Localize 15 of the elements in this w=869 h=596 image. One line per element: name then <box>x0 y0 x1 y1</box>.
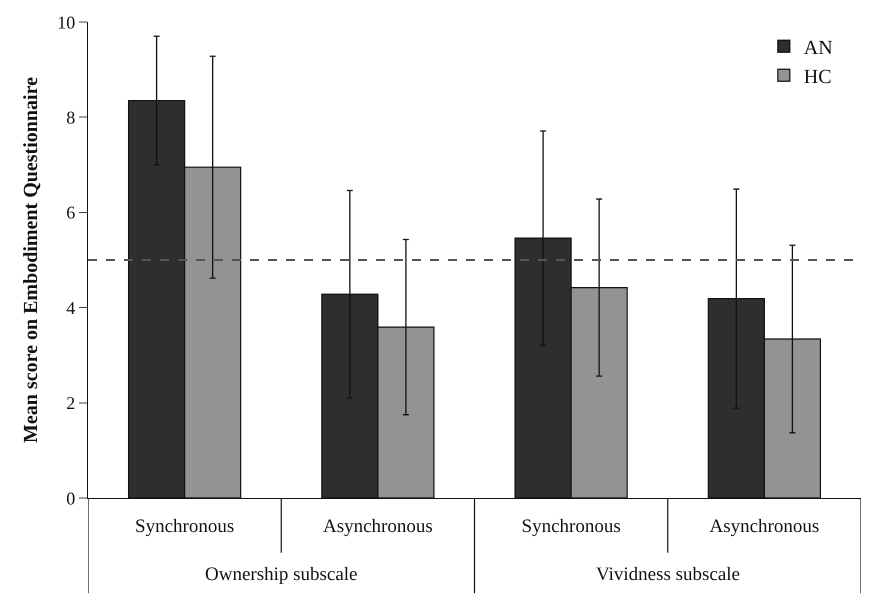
x-tick-label: Synchronous <box>135 516 234 537</box>
text: Vividness subscale <box>596 564 740 585</box>
y-tick-label: 10 <box>57 12 76 32</box>
y-tick-label: 2 <box>66 393 76 414</box>
y-axis-title: Mean score on Embodiment Questionnaire <box>20 76 42 443</box>
legend-label: AN <box>804 37 833 60</box>
legend-label: HC <box>804 66 832 88</box>
y-tick-label: 4 <box>66 298 76 318</box>
text: Ownership subscale <box>205 564 358 585</box>
x-tick-label: Asynchronous <box>709 516 820 537</box>
y-tick-label: 6 <box>66 202 76 223</box>
y-tick-label: 0 <box>66 488 76 508</box>
x-tick-label: Asynchronous <box>322 516 433 537</box>
y-tick-label: 8 <box>66 108 76 128</box>
x-tick-label: Synchronous <box>522 516 621 537</box>
